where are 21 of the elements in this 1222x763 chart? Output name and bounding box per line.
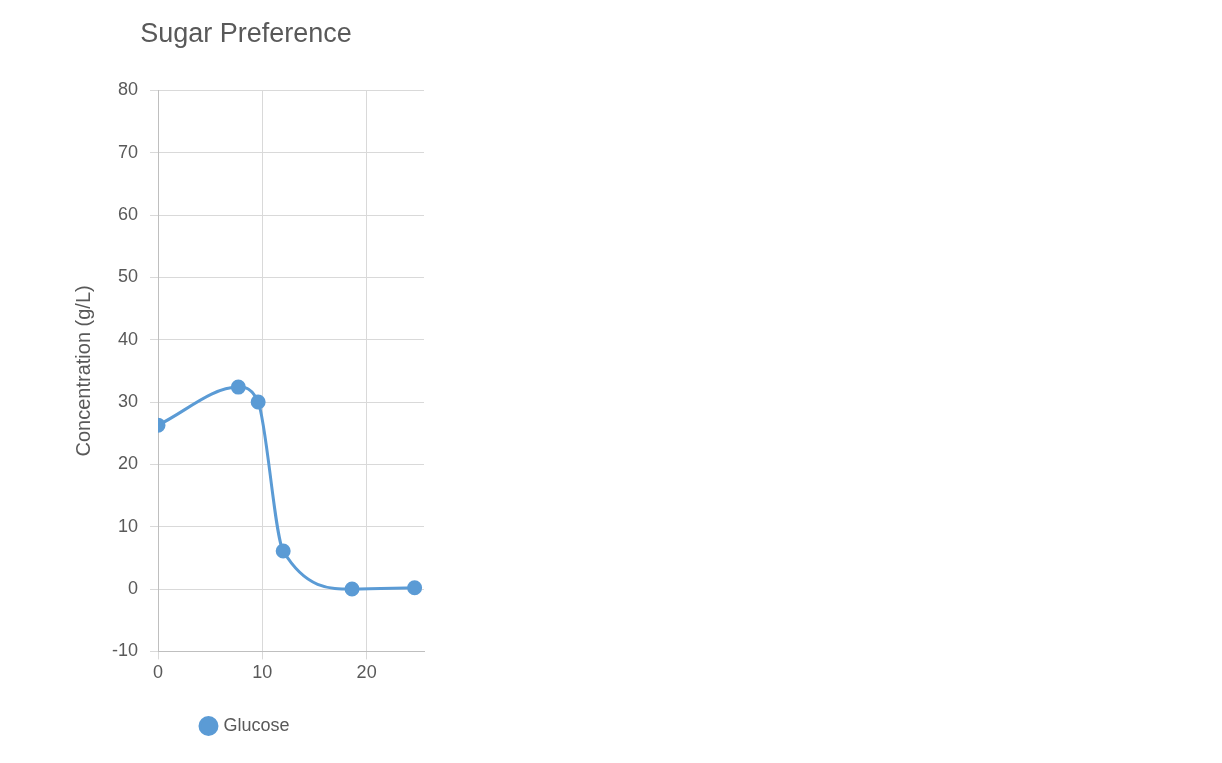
x-tick-label: 10 <box>252 662 273 683</box>
x-tick-label: 0 <box>153 662 164 683</box>
point <box>230 379 246 395</box>
point <box>250 394 266 410</box>
y-tick-label: 20 <box>117 453 139 474</box>
y-tick-label: 60 <box>117 204 139 225</box>
point <box>344 581 360 597</box>
point <box>275 543 291 559</box>
chart-title: Sugar Preference <box>140 17 352 48</box>
y-tick-label: 70 <box>117 141 139 162</box>
y-axis-title: Concentration (g/L) <box>71 285 94 457</box>
y-tick-label: 80 <box>117 79 139 100</box>
x-tick-label: 20 <box>356 662 377 683</box>
y-tick-label: -10 <box>112 640 139 661</box>
point <box>407 580 423 596</box>
y-tick-label: 10 <box>117 515 139 536</box>
y-tick-label: 30 <box>117 391 139 412</box>
y-tick-label: 0 <box>128 578 139 599</box>
y-tick-label: 40 <box>117 328 139 349</box>
legend-label: Glucose <box>223 714 290 735</box>
y-tick-label: 50 <box>117 266 139 287</box>
